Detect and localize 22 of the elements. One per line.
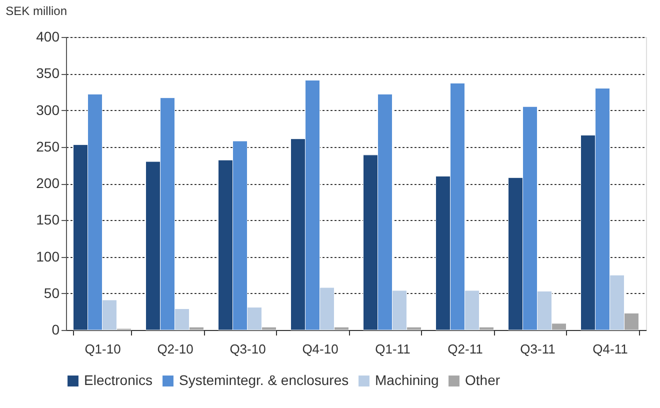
y-tick-label: 250 [36,138,60,154]
y-tick-label: 0 [52,322,60,338]
x-tick-label: Q1-11 [375,342,410,356]
x-tick-label: Q4-11 [592,342,628,356]
x-tick-label: Q4-10 [302,342,338,356]
legend-label: Machining [375,372,439,388]
legend-label: Systemintegr. & enclosures [179,372,349,388]
y-axis-title: SEK million [6,4,67,18]
y-tick-label: 350 [36,65,60,82]
x-tick-label: Q3-10 [230,342,266,356]
x-tick-label: Q2-11 [448,342,483,356]
y-tick-label: 300 [36,102,60,118]
y-tick-label: 400 [36,28,60,44]
x-tick-label: Q3-11 [520,342,556,356]
y-tick-label: 50 [44,284,60,301]
legend-label: Other [465,372,500,388]
y-tick-label: 100 [36,248,60,264]
legend-label: Electronics [84,372,152,388]
y-tick-label: 150 [36,212,60,228]
x-tick-label: Q2-10 [157,342,194,356]
y-tick-label: 200 [36,175,60,191]
x-tick-label: Q1-10 [84,342,121,356]
